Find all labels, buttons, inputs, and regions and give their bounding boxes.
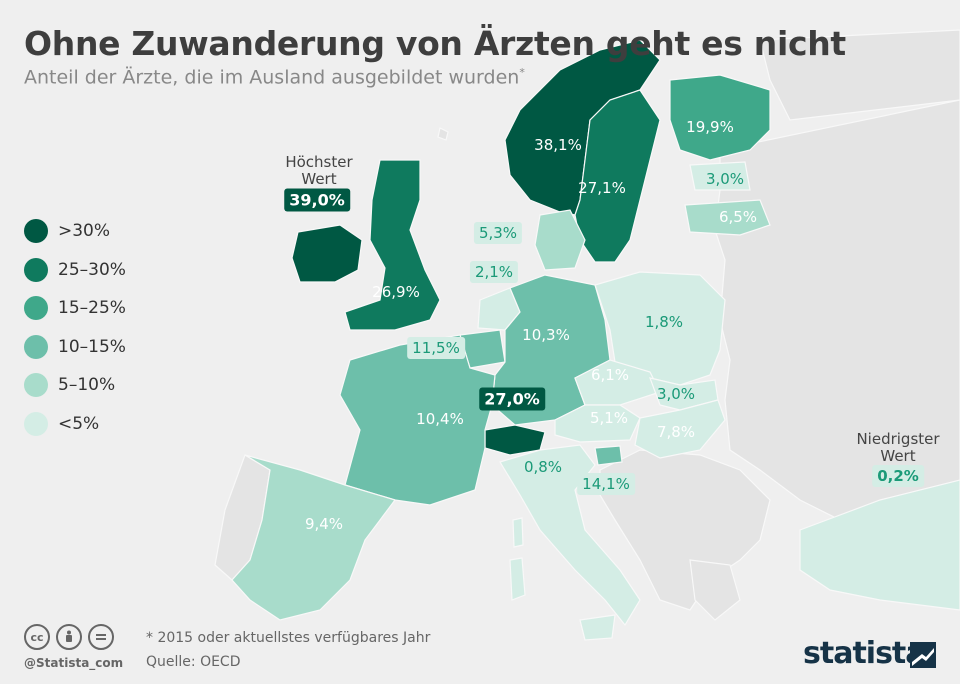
- page-title: Ohne Zuwanderung von Ärzten geht es nich…: [24, 24, 846, 63]
- russia-north: [759, 29, 960, 121]
- footnote: * 2015 oder aktuellstes verfügbares Jahr: [146, 630, 431, 646]
- legend-item: >30%: [24, 212, 126, 251]
- statista-mark-icon: [910, 642, 936, 668]
- label-norway: 38,1%: [534, 136, 582, 154]
- legend-label: 10–15%: [58, 336, 126, 357]
- sicily-shape: [579, 614, 616, 641]
- italy-shape: [499, 444, 641, 627]
- label-finland: 19,9%: [686, 118, 734, 136]
- attribution-icon: [56, 624, 82, 650]
- label-poland: 1,8%: [644, 313, 684, 331]
- turkey-shape: [799, 479, 960, 611]
- legend-swatch: [24, 219, 48, 244]
- legend-label: 15–25%: [58, 298, 126, 319]
- label-austria: 5,1%: [589, 409, 629, 427]
- label-belgium: 11,5%: [407, 337, 465, 359]
- license-icons: cc: [24, 624, 114, 650]
- label-denmark: 5,3%: [473, 222, 523, 244]
- subtitle-text: Anteil der Ärzte, die im Ausland ausgebi…: [24, 66, 520, 89]
- ireland-shape: [291, 224, 363, 283]
- legend-label: 5–10%: [58, 375, 116, 396]
- annotation-line: Höchster: [285, 153, 353, 171]
- uk-shape: [344, 159, 441, 331]
- legend-item: 5–10%: [24, 366, 126, 405]
- label-germany: 10,3%: [522, 326, 570, 344]
- no-derivatives-icon: [88, 624, 114, 650]
- creative-commons-icon: cc: [24, 624, 50, 650]
- legend-swatch: [24, 411, 48, 436]
- label-spain: 9,4%: [304, 515, 344, 533]
- legend-label: >30%: [58, 221, 111, 242]
- legend-label: 25–30%: [58, 259, 126, 280]
- estonia-shape: [689, 161, 751, 191]
- label-slovakia: 3,0%: [656, 385, 696, 403]
- label-hungary: 7,8%: [656, 423, 696, 441]
- sweden-shape: [574, 89, 661, 263]
- annotation-line: Wert: [880, 447, 916, 465]
- legend-swatch: [24, 373, 48, 398]
- annotation-highest: Höchster Wert: [279, 154, 359, 188]
- social-handle: @Statista_com: [24, 656, 124, 670]
- hungary-shape: [634, 399, 726, 459]
- label-turkey: 0,2%: [872, 465, 924, 487]
- legend-item: <5%: [24, 405, 126, 444]
- legend-swatch: [24, 257, 48, 282]
- annotation-lowest: Niedrigster Wert: [848, 431, 948, 465]
- subtitle-footnote-mark: *: [519, 66, 525, 79]
- corsica-shape: [512, 517, 524, 548]
- label-switzerland: 27,0%: [479, 387, 545, 411]
- sardinia-shape: [509, 557, 526, 601]
- label-slovenia: 14,1%: [577, 473, 635, 495]
- annotation-line: Wert: [301, 170, 337, 188]
- label-czechia: 6,1%: [590, 366, 630, 384]
- legend-item: 10–15%: [24, 328, 126, 367]
- label-netherlands: 2,1%: [469, 261, 519, 283]
- spain-shape: [231, 454, 396, 621]
- switzerland-shape: [484, 424, 546, 456]
- source: Quelle: OECD: [146, 654, 241, 670]
- annotation-line: Niedrigster: [856, 430, 940, 448]
- statista-logo: statista: [803, 636, 926, 671]
- latvia-shape: [684, 199, 771, 236]
- legend-item: 15–25%: [24, 289, 126, 328]
- page-subtitle: Anteil der Ärzte, die im Ausland ausgebi…: [24, 66, 525, 88]
- label-sweden: 27,1%: [578, 179, 626, 197]
- legend-swatch: [24, 296, 48, 321]
- slovenia-shape: [594, 445, 623, 466]
- finland-shape: [669, 74, 771, 161]
- label-latvia: 6,5%: [718, 208, 758, 226]
- iceland-land: [437, 127, 449, 141]
- legend-item: 25–30%: [24, 251, 126, 290]
- legend-swatch: [24, 334, 48, 359]
- greece-shape: [689, 559, 741, 621]
- label-uk: 26,9%: [372, 283, 420, 301]
- legend-label: <5%: [58, 413, 100, 434]
- label-italy: 0,8%: [523, 458, 563, 476]
- legend: >30% 25–30% 15–25% 10–15% 5–10% <5%: [24, 212, 126, 443]
- label-estonia: 3,0%: [705, 170, 745, 188]
- austria-shape: [554, 404, 641, 443]
- label-france: 10,4%: [416, 410, 464, 428]
- denmark-shape: [534, 209, 586, 271]
- footnote-block: * 2015 oder aktuellstes verfügbares Jahr…: [146, 626, 430, 674]
- poland-shape: [594, 271, 726, 386]
- label-ireland: 39,0%: [284, 188, 350, 212]
